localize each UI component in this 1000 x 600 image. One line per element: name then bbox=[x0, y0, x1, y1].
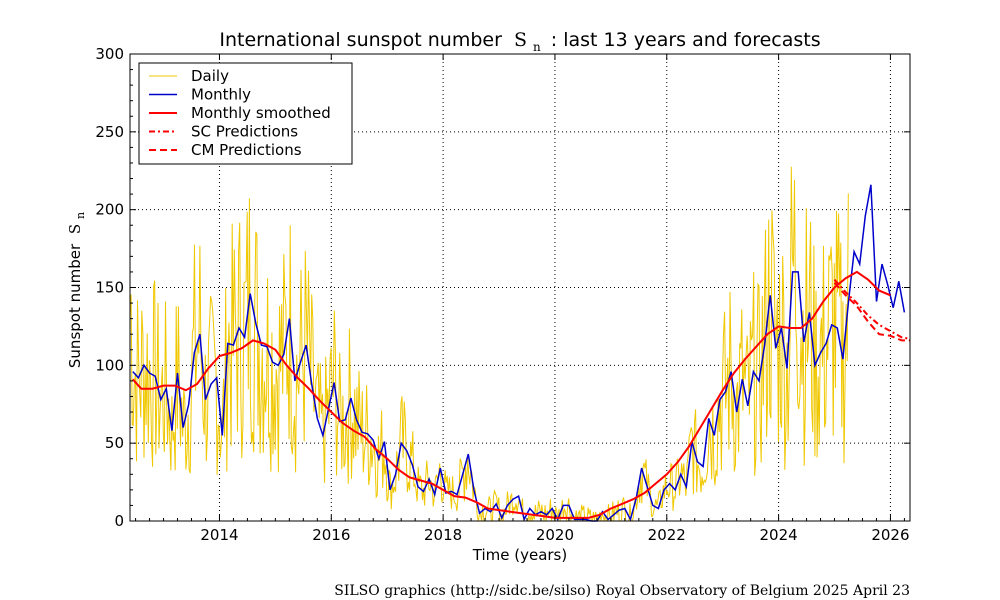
y-axis-label-text: Sunspot number bbox=[66, 243, 84, 368]
chart-title-prefix: International sunspot number bbox=[219, 29, 502, 51]
x-tick-label-2016: 2016 bbox=[312, 526, 350, 544]
legend-label-cm-predictions: CM Predictions bbox=[191, 141, 302, 159]
series-line-daily bbox=[129, 166, 849, 522]
legend-label-sc-predictions: SC Predictions bbox=[191, 123, 298, 141]
y-axis-label-symbol: S bbox=[66, 224, 84, 234]
series-line-sc-predictions bbox=[833, 279, 911, 340]
y-tick-label-250: 250 bbox=[95, 123, 124, 141]
x-axis-label: Time (years) bbox=[472, 546, 567, 564]
legend-label-monthly-smoothed: Monthly smoothed bbox=[191, 104, 331, 122]
footer-credit: SILSO graphics (http://sidc.be/silso) Ro… bbox=[334, 583, 910, 599]
x-tick-label-2018: 2018 bbox=[424, 526, 462, 544]
series-line-monthly bbox=[132, 184, 906, 522]
y-axis-label-subscript: n bbox=[74, 212, 87, 219]
x-tick-label-2024: 2024 bbox=[760, 526, 798, 544]
chart-title-symbol: S bbox=[514, 29, 527, 51]
chart-title: International sunspot number S n : last … bbox=[219, 29, 820, 56]
y-tick-label-100: 100 bbox=[95, 356, 124, 374]
y-tick-label-150: 150 bbox=[95, 279, 124, 297]
x-tick-label-2026: 2026 bbox=[871, 526, 909, 544]
chart-title-subscript: n bbox=[533, 40, 541, 54]
y-tick-label-200: 200 bbox=[95, 201, 124, 219]
legend-label-monthly: Monthly bbox=[191, 86, 251, 104]
chart-title-suffix: : last 13 years and forecasts bbox=[551, 29, 821, 51]
plot-area: 2014 2016 2018 2020 2022 2024 2026 0 50 100 150 200… bbox=[95, 45, 911, 544]
x-tick-label-2022: 2022 bbox=[648, 526, 686, 544]
series-line-cm-predictions bbox=[833, 282, 910, 342]
x-tick-label-2020: 2020 bbox=[536, 526, 574, 544]
y-tick-label-300: 300 bbox=[95, 45, 124, 63]
y-axis-label: Sunspot number S n bbox=[66, 212, 87, 368]
series-line-monthly-smoothed bbox=[132, 270, 891, 519]
y-tick-label-50: 50 bbox=[105, 434, 124, 452]
x-tick-label-2014: 2014 bbox=[200, 526, 238, 544]
y-tick-label-0: 0 bbox=[114, 512, 124, 530]
legend-label-daily: Daily bbox=[191, 67, 229, 85]
